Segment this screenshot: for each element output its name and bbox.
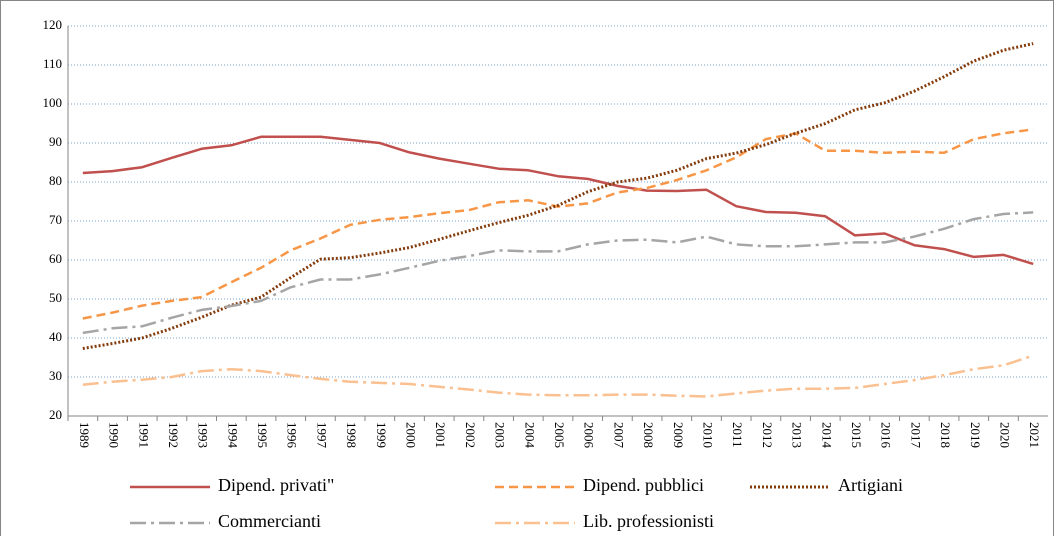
series-line: [82, 135, 1034, 266]
x-tick-label: 2001: [433, 422, 448, 448]
x-tick-label: 2009: [671, 422, 686, 448]
x-tick-label: 2020: [997, 422, 1012, 448]
x-tick-label: 2014: [819, 422, 834, 449]
x-tick-label: 2013: [790, 422, 805, 448]
legend-label: Lib. professionisti: [583, 511, 714, 531]
y-tick-label: 60: [49, 251, 62, 266]
y-tick-label: 80: [49, 173, 62, 188]
x-tick-label: 2017: [908, 422, 923, 449]
x-tick-label: 1998: [344, 422, 359, 448]
y-tick-label: 30: [49, 368, 62, 383]
x-tick-label: 1997: [314, 422, 329, 449]
legend-label: Artigiani: [838, 475, 903, 495]
x-tick-label: 2018: [938, 422, 953, 448]
x-tick-label: 1995: [255, 422, 270, 448]
series-line: [82, 211, 1034, 335]
x-tick-label: 1991: [136, 422, 151, 448]
y-tick-label: 40: [49, 329, 62, 344]
x-tick-label: 1990: [107, 422, 122, 448]
x-tick-label: 2021: [1027, 422, 1042, 448]
x-tick-label: 2008: [641, 422, 656, 448]
x-tick-label: 2002: [463, 422, 478, 448]
x-tick-label: 2011: [730, 422, 745, 448]
x-tick-label: 1999: [374, 422, 389, 448]
x-tick-label: 1994: [225, 422, 240, 449]
x-tick-label: 2003: [493, 422, 508, 448]
y-tick-label: 70: [49, 212, 62, 227]
series-line: [82, 128, 1034, 320]
x-tick-label: 2004: [522, 422, 537, 449]
x-tick-label: 2000: [404, 422, 419, 448]
x-tick-label: 1989: [77, 422, 92, 448]
x-tick-label: 2012: [760, 422, 775, 448]
series-line: [82, 42, 1034, 350]
legend-label: Dipend. privati": [218, 475, 334, 495]
x-tick-label: 1992: [166, 422, 181, 448]
y-tick-label: 20: [49, 407, 62, 422]
legend-label: Dipend. pubblici: [583, 475, 704, 495]
y-tick-label: 110: [43, 56, 62, 71]
x-tick-label: 2007: [611, 422, 626, 449]
x-tick-label: 2006: [582, 422, 597, 449]
x-tick-label: 2015: [849, 422, 864, 448]
x-tick-label: 1996: [285, 422, 300, 449]
y-tick-label: 90: [49, 134, 62, 149]
x-tick-label: 2016: [879, 422, 894, 449]
y-tick-label: 50: [49, 290, 62, 305]
x-tick-label: 1993: [196, 422, 211, 448]
x-tick-label: 2010: [701, 422, 716, 448]
y-tick-label: 100: [43, 95, 63, 110]
x-tick-label: 2019: [968, 422, 983, 448]
legend-label: Commercianti: [218, 511, 321, 531]
series-line: [82, 354, 1034, 398]
y-tick-label: 120: [43, 17, 63, 32]
x-tick-label: 2005: [552, 422, 567, 448]
